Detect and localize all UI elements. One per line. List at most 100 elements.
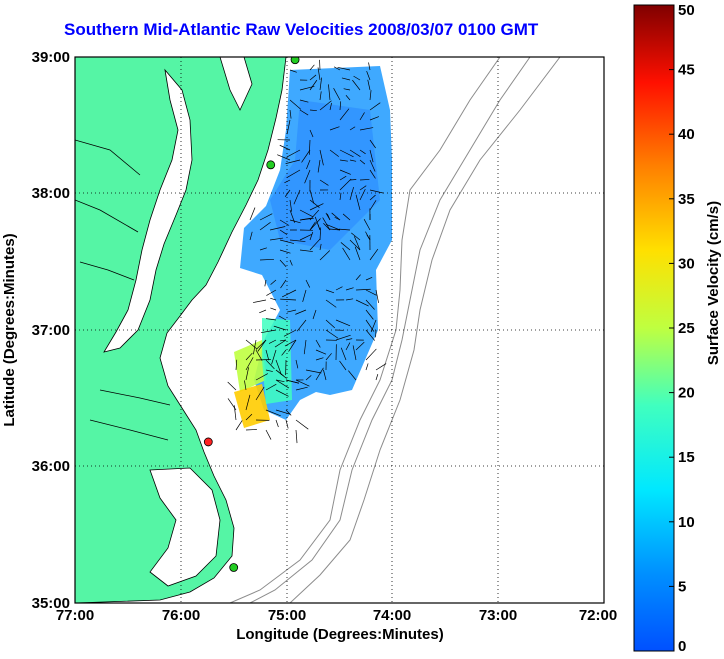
velocity-vector [325,319,335,329]
x-tick: 72:00 [579,607,617,624]
velocity-vector [296,319,307,332]
velocity-vector [375,289,379,304]
colorbar-tick: 30 [678,255,695,272]
velocity-vector [288,339,297,352]
velocity-vector [253,339,257,355]
velocity-vector [245,413,253,421]
velocity-vector [265,359,275,370]
velocity-vector [359,185,367,191]
velocity-vector [365,363,369,371]
velocity-vector [265,349,270,361]
velocity-vector [295,359,299,369]
velocity-vector [369,194,376,201]
velocity-vector [295,429,298,444]
velocity-vector [359,149,366,155]
velocity-vector [319,77,322,91]
velocity-vector [255,339,267,350]
y-tick: 35:00 [32,595,70,612]
velocity-vector [333,66,341,71]
velocity-vector [348,370,357,381]
velocity-vector [319,100,332,111]
velocity-vector [265,429,272,440]
velocity-vector [365,309,374,320]
velocity-vector [252,299,267,303]
velocity-vector [366,70,371,81]
velocity-vector [349,149,361,157]
velocity-vector [273,325,287,331]
velocity-vector [281,289,297,298]
velocity-vector [319,227,322,241]
y-tick: 36:00 [32,458,70,475]
velocity-vector [274,339,287,348]
velocity-vector [301,149,311,163]
velocity-vector [342,213,351,221]
velocity-vector [319,179,329,186]
velocity-vector [245,352,253,361]
velocity-vector [315,357,324,361]
velocity-vector [325,299,337,308]
colorbar-tick: 20 [678,385,695,402]
velocity-vector [286,149,301,158]
velocity-vector [355,194,361,211]
colorbar-tick: 40 [678,126,695,143]
velocity-vector [339,101,342,111]
grid [75,57,604,603]
velocity-vector [329,228,341,231]
velocity-vector [227,381,237,391]
velocity-vector [309,209,320,221]
velocity-vector [337,66,351,71]
velocity-vector [283,329,297,337]
velocity-vector [305,369,322,374]
station-marker [229,563,239,572]
velocity-vector [340,347,347,361]
velocity-vector [289,69,297,73]
velocity-vector [369,248,379,261]
colorbar-tick: 45 [678,62,695,79]
velocity-vector [339,169,351,175]
velocity-vector [365,348,377,361]
velocity-vector [349,186,354,201]
velocity-vector [375,373,379,381]
colorbar-tick: 25 [678,320,695,337]
velocity-vector [345,287,354,291]
velocity-vector [259,309,267,314]
velocity-vector [369,200,377,211]
velocity-vector [355,274,361,281]
velocity-vector [265,409,281,417]
y-tick: 39:00 [32,49,70,66]
velocity-vector [328,84,331,101]
velocity-vector [309,129,314,138]
station-marker [203,437,213,447]
velocity-vector [289,209,296,223]
velocity-vector [323,222,331,231]
velocity-vector [369,149,374,163]
colorbar-gradient [633,4,675,652]
velocity-vector [245,429,258,431]
velocity-vector [305,279,311,288]
velocity-vector [275,419,279,428]
y-axis-label: Latitude (Degrees:Minutes) [1,233,18,426]
velocity-vector [345,298,354,301]
velocity-vector [367,79,371,91]
velocity-vector [245,367,249,381]
station-marker [290,57,300,65]
velocity-vector [270,279,277,285]
velocity-vector [314,216,321,231]
colorbar-label: Surface Velocity (cm/s) [705,201,722,365]
velocity-vector [353,75,361,81]
velocity-vector [355,341,365,351]
velocity-vector [315,349,327,355]
velocity-vector [259,213,273,221]
velocity-vector [309,64,315,71]
velocity-vector [235,359,238,371]
velocity-vector [317,159,321,173]
velocity-vector [285,419,289,429]
velocity-vector [295,419,309,430]
velocity-vector [339,360,347,371]
colorbar-tick: 10 [678,514,695,531]
velocity-vector [345,95,351,101]
station-markers [203,57,300,572]
velocity-vector [309,109,317,112]
x-axis-label: Longitude (Degrees:Minutes) [236,626,444,643]
velocity-vector [352,345,357,361]
